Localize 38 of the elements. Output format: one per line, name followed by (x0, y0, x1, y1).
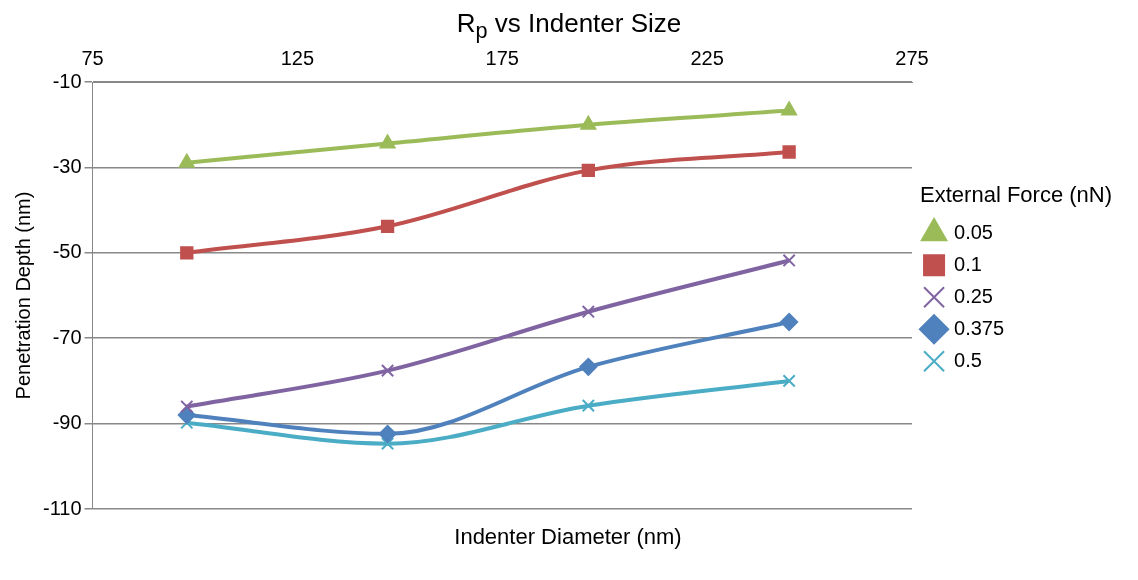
point (178, 153, 195, 168)
y-axis-title: Penetration Depth (nm) (11, 191, 34, 400)
x-tick-label: 175 (485, 46, 519, 69)
x-tick-label: 275 (895, 46, 929, 69)
point (378, 424, 397, 443)
y-tick-label: -90 (52, 411, 82, 434)
point (782, 145, 796, 159)
point (781, 101, 798, 116)
point (580, 115, 597, 130)
y-tick-label: -110 (43, 496, 82, 519)
x-tick-label: 125 (280, 46, 315, 69)
legend-title: External Force (nN) (920, 181, 1113, 207)
legend-label: 0.1 (954, 252, 982, 275)
point (380, 364, 395, 378)
point (581, 399, 596, 413)
point (780, 312, 799, 331)
point (581, 305, 596, 319)
legend-label: 0.05 (954, 220, 993, 243)
y-tick-label: -70 (52, 325, 82, 348)
point (581, 163, 596, 178)
legend-label: 0.375 (954, 316, 1005, 339)
legend-label: 0.25 (954, 284, 993, 307)
point (782, 253, 796, 268)
point (380, 219, 395, 233)
point (180, 246, 194, 260)
x-axis-title: Indenter Diameter (nm) (453, 524, 683, 550)
point (380, 437, 395, 451)
x-tick-label: 225 (690, 46, 724, 69)
y-tick-label: -30 (52, 154, 82, 177)
y-tick-label: -10 (52, 69, 82, 92)
point (782, 374, 796, 388)
legend-label: 0.5 (954, 348, 982, 371)
y-tick-label: -50 (52, 240, 82, 263)
point (579, 357, 598, 376)
chart-title: R$_{p}$ vs Indenter Size (455, 8, 683, 44)
x-tick-label: 75 (81, 46, 104, 69)
point (180, 399, 194, 414)
point (379, 134, 396, 149)
